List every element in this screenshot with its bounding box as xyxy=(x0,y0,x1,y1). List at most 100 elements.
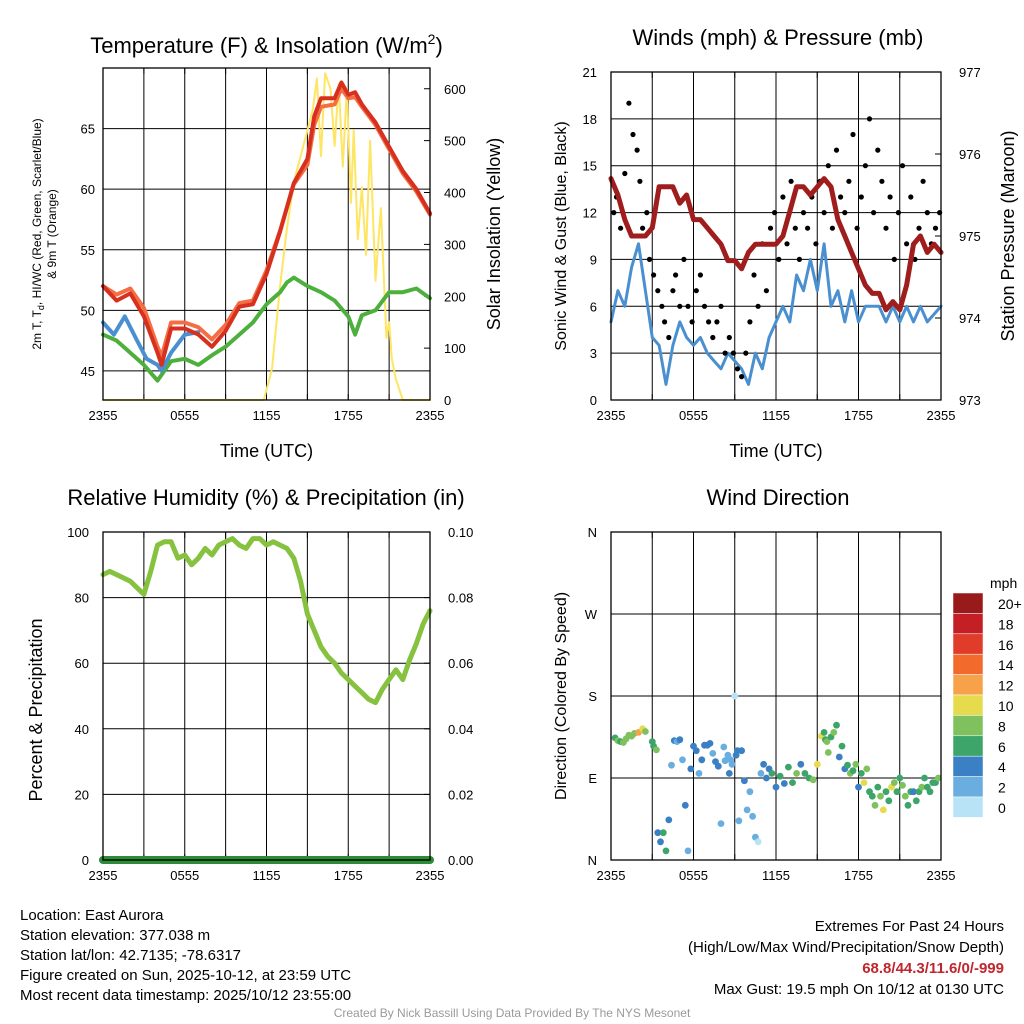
direction-point xyxy=(823,738,831,745)
x-tick-label: 1755 xyxy=(334,408,363,423)
y-tick-label: 3 xyxy=(590,346,597,361)
y-tick-label: 20 xyxy=(75,787,89,802)
gust-point xyxy=(780,194,786,200)
direction-point xyxy=(874,783,882,791)
legend-label: 0 xyxy=(998,800,1006,816)
y-tick-label: 60 xyxy=(75,656,89,671)
y2-tick-label: 0.04 xyxy=(448,722,473,737)
extremes-title: Extremes For Past 24 Hours xyxy=(814,918,1004,935)
y-axis-label: 2m T, Td, HI/WC (Red, Green, Scarlet/Blu… xyxy=(30,118,46,349)
gust-point xyxy=(767,225,774,231)
temperature-panel: 2355 0555 1155 1755 2355 45 50 55 60 65 0 100 200 300… xyxy=(30,31,504,461)
direction-point xyxy=(653,746,660,754)
direction-point xyxy=(797,760,805,768)
extremes-subtitle: (High/Low/Max Wind/Precipitation/Snow De… xyxy=(688,939,1004,956)
legend-label: 8 xyxy=(998,718,1006,734)
legend-swatch xyxy=(952,613,984,635)
direction-point xyxy=(706,740,714,747)
gust-point xyxy=(747,319,753,325)
y-axis-label: Direction (Colored By Speed) xyxy=(553,592,570,800)
gust-point xyxy=(850,131,856,138)
gust-point xyxy=(805,225,811,231)
gust-point xyxy=(646,256,653,262)
direction-point xyxy=(785,763,792,771)
legend-swatch xyxy=(952,755,984,777)
direction-point xyxy=(868,792,876,800)
direction-point xyxy=(714,762,722,770)
direction-point xyxy=(738,747,745,755)
gust-point xyxy=(920,178,926,184)
gust-point xyxy=(734,366,741,372)
credit-text: Created By Nick Bassill Using Data Provi… xyxy=(333,1006,691,1020)
direction-point xyxy=(863,765,871,773)
gust-point xyxy=(730,350,737,356)
gust-point xyxy=(846,178,852,184)
direction-point xyxy=(849,767,857,775)
y-tick-label: 60 xyxy=(81,182,95,197)
gust-point xyxy=(726,334,732,341)
x-tick-label: 2355 xyxy=(416,408,445,423)
direction-point xyxy=(809,776,817,784)
gust-point xyxy=(670,288,676,294)
direction-point xyxy=(820,729,828,736)
x-tick-label: 0555 xyxy=(170,868,199,883)
x-tick-label: 1755 xyxy=(334,868,363,883)
y-tick-label: 45 xyxy=(81,364,95,379)
x-tick-label: 1155 xyxy=(762,408,790,423)
x-axis-label: Time (UTC) xyxy=(729,441,822,461)
created-text: Figure created on Sun, 2025-10-12, at 23… xyxy=(20,967,352,984)
x-axis-label: Time (UTC) xyxy=(220,441,313,461)
direction-point xyxy=(910,788,917,796)
extremes-values: 68.8/44.3/11.6/0/-999 xyxy=(862,960,1004,977)
direction-point xyxy=(904,801,912,809)
legend-label: 20+ xyxy=(998,596,1022,612)
gust-point xyxy=(755,303,761,309)
direction-point xyxy=(728,760,736,768)
legend-title: mph xyxy=(990,575,1017,591)
direction-point xyxy=(852,760,860,768)
direction-point xyxy=(654,829,662,837)
x-tick-label: 1155 xyxy=(253,868,281,883)
chart-title: Temperature (F) & Insolation (W/m2) xyxy=(90,31,443,58)
gust-point xyxy=(891,256,897,262)
x-tick-label: 2355 xyxy=(416,868,445,883)
legend-label: 6 xyxy=(998,739,1006,755)
gust-point xyxy=(825,163,831,169)
direction-point xyxy=(780,780,788,787)
y-axis-label-line2: & 9m T (Orange) xyxy=(45,189,59,279)
gust-point xyxy=(887,194,893,200)
y-tick-label: 15 xyxy=(583,159,597,174)
gust-point xyxy=(666,334,672,341)
series-line-dew-point xyxy=(101,275,432,383)
y2-tick-label: 0.00 xyxy=(448,853,473,868)
gust-point xyxy=(833,147,840,153)
recent-data-text: Most recent data timestamp: 2025/10/12 2… xyxy=(20,987,352,1004)
gust-point xyxy=(689,319,695,325)
gust-point xyxy=(854,225,860,231)
gust-point xyxy=(895,210,902,216)
y2-tick-label: 975 xyxy=(959,229,981,244)
legend-swatch xyxy=(952,674,984,696)
y-tick-label: 80 xyxy=(75,591,89,606)
y-tick-label: 50 xyxy=(81,303,95,318)
extremes-info: Extremes For Past 24 Hours (High/Low/Max… xyxy=(688,916,1004,1000)
gust-point xyxy=(796,256,803,262)
direction-point xyxy=(692,747,700,755)
x-tick-label: 1755 xyxy=(844,868,873,883)
legend-label: 4 xyxy=(998,759,1006,775)
series-line-relative-humidity xyxy=(100,536,433,706)
gust-point xyxy=(718,303,724,309)
gust-point xyxy=(743,350,749,356)
gust-point xyxy=(634,147,640,153)
gust-point xyxy=(932,225,939,231)
y2-tick-label: 974 xyxy=(959,311,981,326)
gust-point xyxy=(784,241,790,247)
direction-point xyxy=(659,829,667,837)
direction-point xyxy=(687,765,695,773)
direction-point xyxy=(746,788,754,796)
gust-point xyxy=(697,272,704,278)
direction-point xyxy=(877,792,884,800)
gust-point xyxy=(883,225,889,231)
direction-point xyxy=(899,781,906,789)
